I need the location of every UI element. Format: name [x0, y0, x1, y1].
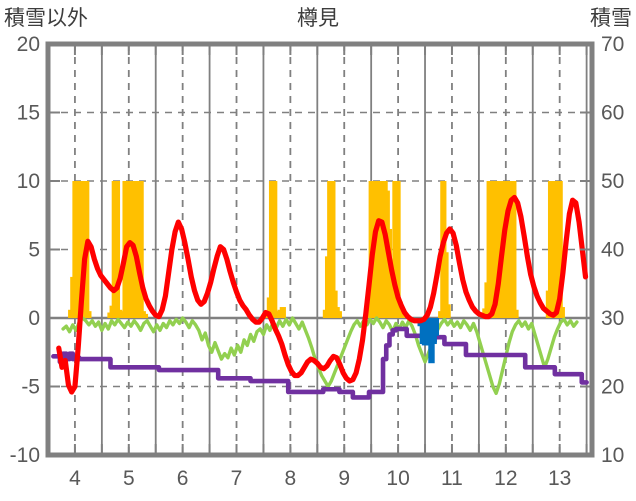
data-layer	[51, 181, 589, 400]
chart-header: 積雪以外 樽見 積雪	[0, 0, 636, 34]
bar	[510, 181, 517, 318]
x-tick-label: 7	[231, 467, 243, 490]
x-tick-label: 10	[386, 467, 409, 490]
x-tick-label: 8	[285, 467, 297, 490]
x-tick-label: 12	[494, 467, 517, 490]
bar	[385, 228, 393, 318]
bar	[271, 181, 278, 318]
bar	[331, 290, 338, 318]
left-axis-title: 積雪以外	[4, 7, 88, 30]
right-tick-label: 60	[601, 102, 624, 125]
bar	[394, 181, 401, 318]
red-line	[56, 194, 589, 395]
bar	[329, 181, 336, 318]
bar	[85, 311, 92, 318]
left-tick-label: -10	[10, 444, 40, 467]
bar	[558, 307, 565, 318]
x-tick-label: 4	[69, 467, 81, 490]
right-tick-label: 20	[601, 376, 624, 399]
left-tick-label: 0	[28, 307, 40, 330]
right-tick-label: 10	[601, 444, 624, 467]
chart-title: 樽見	[297, 7, 339, 30]
axis-frame	[45, 41, 595, 458]
plot-border	[45, 41, 595, 458]
bar	[141, 313, 149, 318]
right-tick-label: 40	[601, 239, 624, 262]
left-tick-label: 20	[17, 33, 40, 56]
bar	[444, 304, 451, 318]
bar	[442, 252, 449, 318]
x-tick-label: 9	[338, 467, 350, 490]
bar	[556, 181, 563, 318]
left-tick-label: 10	[17, 170, 40, 193]
right-axis-title: 積雪	[590, 7, 632, 30]
x-tick-label: 6	[177, 467, 189, 490]
bar	[512, 309, 519, 318]
bar	[432, 318, 439, 336]
x-tick-label: 13	[548, 467, 571, 490]
x-tick-label: 5	[123, 467, 135, 490]
right-tick-label: 70	[601, 33, 624, 56]
right-tick-label: 50	[601, 170, 624, 193]
left-tick-label: 15	[17, 102, 40, 125]
bar	[113, 181, 121, 318]
orange-bars	[68, 181, 565, 318]
bar	[279, 307, 286, 318]
left-tick-label: -5	[21, 376, 40, 399]
left-tick-label: 5	[28, 239, 40, 262]
bar	[137, 181, 144, 318]
green-line	[61, 316, 579, 396]
bar	[398, 309, 405, 318]
x-tick-label: 11	[441, 467, 463, 490]
right-tick-label: 30	[601, 307, 624, 330]
bar	[335, 311, 342, 318]
